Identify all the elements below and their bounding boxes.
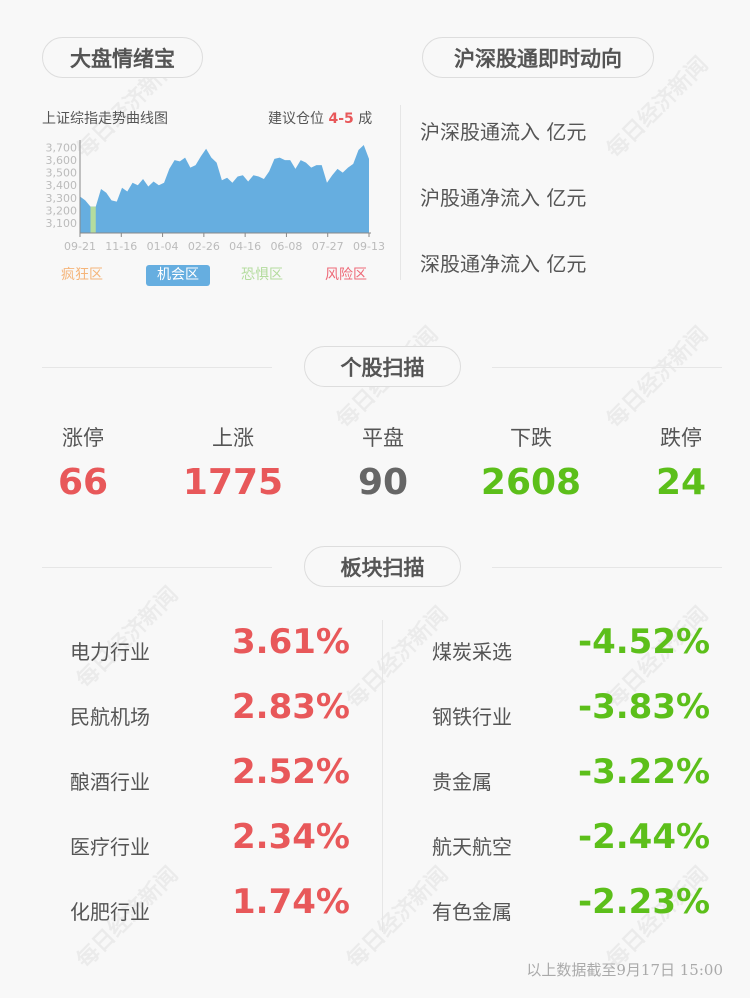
sector-change: 2.34% [232,817,350,857]
divider [492,367,722,368]
advice-suffix: 成 [358,111,373,127]
legend-item[interactable]: 疯狂区 [61,267,103,283]
x-tick-label: 09-13 [353,240,385,253]
sectors-title: 板块扫描 [304,546,461,587]
y-tick-label: 3,100 [46,217,78,230]
sector-change: 1.74% [232,882,350,922]
x-tick-label: 06-08 [270,240,302,253]
sector-change: 2.52% [232,752,350,792]
stat-label: 上涨 [212,426,254,450]
sector-name: 航天航空 [432,835,512,859]
divider [382,620,383,932]
area-series [80,145,369,233]
stat-value: 90 [357,462,409,503]
sector-name: 酿酒行业 [70,770,150,794]
stat-label: 跌停 [660,426,702,450]
y-tick-label: 3,500 [46,167,78,180]
stat-label: 涨停 [62,426,104,450]
legend-item[interactable]: 风险区 [325,267,367,283]
sector-name: 电力行业 [70,640,150,664]
legend-item[interactable]: 恐惧区 [241,267,283,283]
flow-sh: 沪股通净流入 亿元 [420,186,587,210]
sector-name: 民航机场 [70,705,150,729]
sector-change: 3.61% [232,622,350,662]
x-tick-label: 09-21 [64,240,96,253]
stat-value: 2608 [480,462,582,503]
sector-change: -2.44% [578,817,711,857]
x-tick-label: 11-16 [105,240,137,253]
sector-change: -4.52% [578,622,711,662]
mood-title: 大盘情绪宝 [42,37,203,78]
x-tick-label: 01-04 [147,240,179,253]
hk-title: 沪深股通即时动向 [422,37,654,78]
stat-value: 66 [57,462,109,503]
sector-name: 化肥行业 [70,900,150,924]
stocks-title: 个股扫描 [304,346,461,387]
y-tick-label: 3,300 [46,192,78,205]
watermark: 每日经济新闻 [602,322,714,434]
x-tick-label: 04-16 [229,240,261,253]
advice-prefix: 建议仓位 [268,111,324,127]
x-tick-label: 02-26 [188,240,220,253]
stat-value: 1775 [182,462,284,503]
fear-zone [90,206,96,233]
sector-name: 煤炭采选 [432,640,512,664]
x-tick-label: 07-27 [312,240,344,253]
sector-name: 贵金属 [432,770,492,794]
y-tick-label: 3,200 [46,204,78,217]
divider [400,105,401,280]
legend-item[interactable]: 机会区 [146,265,210,286]
y-tick-label: 3,400 [46,179,78,192]
flow-sz: 深股通净流入 亿元 [420,252,587,276]
sector-change: -3.22% [578,752,711,792]
sector-change: 2.83% [232,687,350,727]
sector-change: -2.23% [578,882,711,922]
footer-note: 以上数据截至9月17日 15:00 [526,961,723,979]
sector-change: -3.83% [578,687,711,727]
stat-label: 平盘 [362,426,404,450]
divider [42,567,272,568]
chart-title: 上证综指走势曲线图 [42,111,168,127]
advice-value: 4-5 [328,111,354,127]
divider [42,367,272,368]
stat-label: 下跌 [510,426,552,450]
divider [492,567,722,568]
stat-value: 24 [655,462,707,503]
position-advice: 建议仓位 4-5 成 [268,108,372,128]
sector-name: 医疗行业 [70,835,150,859]
y-tick-label: 3,700 [46,142,78,155]
flow-total: 沪深股通流入 亿元 [420,120,587,144]
y-tick-label: 3,600 [46,154,78,167]
sector-name: 有色金属 [432,900,512,924]
sector-name: 钢铁行业 [432,705,512,729]
